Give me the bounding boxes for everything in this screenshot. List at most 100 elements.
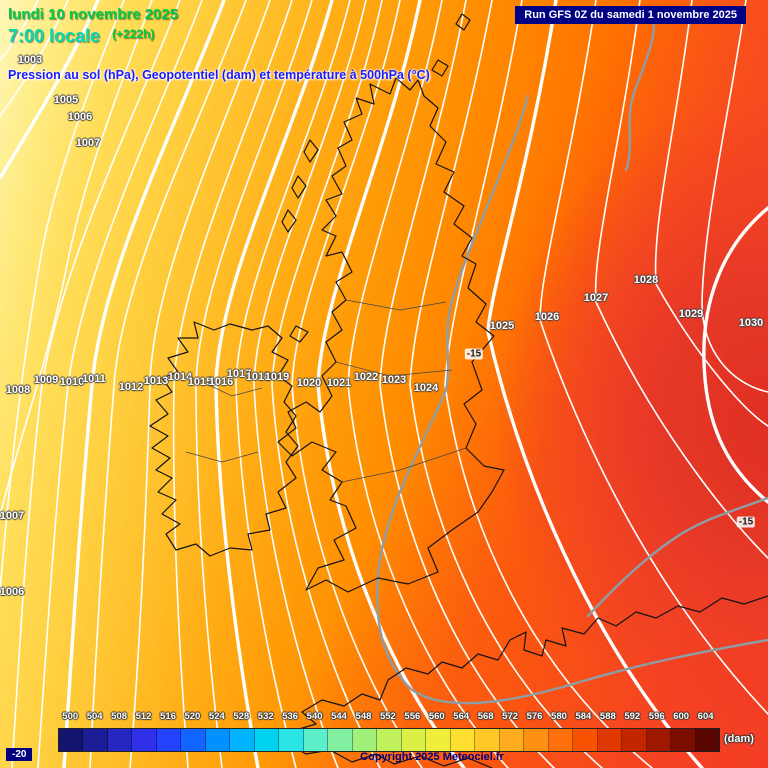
colorbar-tick: 520 xyxy=(184,711,201,722)
isobar-contour-1015 xyxy=(214,0,334,768)
model-run-info: Run GFS 0Z du samedi 1 novembre 2025 xyxy=(515,6,746,24)
colorbar-cell-576 xyxy=(524,729,549,751)
isobar-contour-1020 xyxy=(316,0,466,768)
colorbar-cell-500 xyxy=(59,729,84,751)
colorbar-tick: 604 xyxy=(697,711,714,722)
colorbar-tick: 568 xyxy=(477,711,494,722)
isobar-contour-1029 xyxy=(701,0,768,393)
isobar-contour-1025 xyxy=(486,0,704,768)
coastline xyxy=(291,595,768,768)
isobar-contour-1016 xyxy=(235,0,351,768)
colorbar-cell-580 xyxy=(548,729,574,751)
colorbar-tick: 600 xyxy=(673,711,690,722)
isobar-contour-1005 xyxy=(0,0,100,180)
coastline xyxy=(281,209,297,233)
colorbar-cell-532 xyxy=(254,729,280,751)
isobar-contour-1007 xyxy=(0,0,153,517)
colorbar-cell-556 xyxy=(401,729,427,751)
forecast-time-text: 7:00 locale xyxy=(8,26,101,46)
forecast-hour-offset: (+222h) xyxy=(112,27,155,41)
coastline xyxy=(455,13,471,31)
colorbar-tick-labels: 500 504 508 512 516 520 524 528 532 536 540 544 548 5… xyxy=(58,711,718,722)
pressure-label: 1021 xyxy=(326,377,352,389)
isobar-contour-1021 xyxy=(347,0,509,768)
pressure-label: 1020 xyxy=(296,377,322,389)
colorbar-cell-508 xyxy=(107,729,133,751)
pressure-label: 1015 xyxy=(187,376,213,388)
isobar-contour-1019 xyxy=(291,0,423,768)
isobar-contour-1024 xyxy=(444,0,653,768)
colorbar-cell-516 xyxy=(156,729,182,751)
pressure-label: 1012 xyxy=(118,381,144,393)
pressure-label: 1017 xyxy=(226,368,252,380)
coastline xyxy=(277,77,505,593)
colorbar-cell-588 xyxy=(597,729,623,751)
forecast-time: 7:00 locale (+222h) xyxy=(8,26,154,47)
isobar-contour-1028 xyxy=(654,0,768,427)
pressure-label: 1019 xyxy=(264,371,290,383)
region-border-line xyxy=(341,447,467,483)
pressure-label: 1003 xyxy=(17,54,43,66)
colorbar-tick: 548 xyxy=(355,711,372,722)
copyright-text: Copyright 2025 Meteociel.fr xyxy=(360,751,504,763)
isobar-contour-1018 xyxy=(271,0,383,768)
coastline xyxy=(289,325,309,343)
colorbar-tick: 504 xyxy=(86,711,103,722)
isotherm-line xyxy=(586,496,768,618)
isobar-contour-1008 xyxy=(11,0,181,768)
pressure-label: 1006 xyxy=(67,111,93,123)
pressure-label: 1008 xyxy=(5,384,31,396)
colorbar-tick: 500 xyxy=(62,711,79,722)
coastline xyxy=(291,175,307,199)
isobar-contour-1030 xyxy=(702,206,768,504)
pressure-label: 1024 xyxy=(413,382,439,394)
region-border-line xyxy=(185,451,259,463)
forecast-date: lundi 10 novembre 2025 xyxy=(8,6,179,23)
colorbar-cell-520 xyxy=(181,729,206,751)
isobar-contour-1004 xyxy=(0,0,69,117)
colorbar-cell-504 xyxy=(83,729,108,751)
colorbar-tick: 524 xyxy=(208,711,225,722)
isobar-contour-1027 xyxy=(594,0,768,559)
pressure-label: 1005 xyxy=(53,94,79,106)
geopotential-colorbar xyxy=(58,728,720,752)
colorbar-cell-600 xyxy=(671,729,696,751)
isobar-contour-1022 xyxy=(379,0,555,768)
pressure-label: 1016 xyxy=(208,376,234,388)
colorbar-unit: (dam) xyxy=(724,733,754,745)
pressure-label: 1027 xyxy=(583,292,609,304)
isobar-contour-1026 xyxy=(539,0,768,715)
colorbar-cell-596 xyxy=(646,729,672,751)
isobar-contour-1014 xyxy=(195,0,313,768)
colorbar-tick: 512 xyxy=(135,711,152,722)
colorbar-cell-560 xyxy=(426,729,451,751)
temperature-label: -15 xyxy=(464,348,484,360)
pressure-label: 1025 xyxy=(489,320,515,332)
colorbar-tick: 596 xyxy=(648,711,665,722)
pressure-label: 1022 xyxy=(353,371,379,383)
colorbar-cell-592 xyxy=(622,729,647,751)
colorbar-tick: 536 xyxy=(282,711,299,722)
pressure-label: 1013 xyxy=(143,375,169,387)
temperature-label: -15 xyxy=(736,516,756,528)
colorbar-tick: 516 xyxy=(160,711,176,722)
pressure-label: 1007 xyxy=(0,510,25,522)
colorbar-tick: 592 xyxy=(624,711,641,722)
region-border-line xyxy=(345,299,447,311)
colorbar-cell-584 xyxy=(573,729,598,751)
coastline xyxy=(303,139,319,163)
pressure-label: 1010 xyxy=(59,376,85,388)
map-parameters-title: Pression au sol (hPa), Geopotentiel (dam… xyxy=(8,68,430,82)
colorbar-tick: 564 xyxy=(453,711,470,722)
colorbar-tick: 552 xyxy=(379,711,396,722)
pressure-label: 1030 xyxy=(738,317,764,329)
colorbar-cell-552 xyxy=(377,729,402,751)
coastline xyxy=(149,321,299,557)
colorbar-cell-528 xyxy=(230,729,255,751)
colorbar-tick: 576 xyxy=(526,711,543,722)
colorbar-cell-568 xyxy=(475,729,500,751)
pressure-label: 1018 xyxy=(245,371,271,383)
isobar-contour-1009 xyxy=(37,0,203,768)
